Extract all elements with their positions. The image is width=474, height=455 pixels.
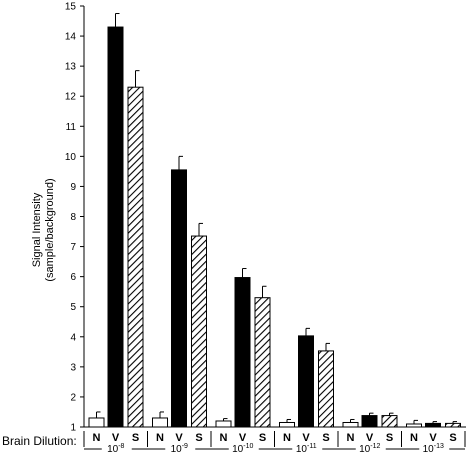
bar-n: [88, 417, 105, 428]
y-tick-label: 4: [70, 332, 76, 343]
y-tick-label: 14: [65, 32, 77, 43]
bar-v: [425, 422, 441, 428]
bar-v: [298, 335, 314, 428]
dilution-exponent: -9: [182, 443, 188, 450]
dilution-label: 10-10: [232, 443, 253, 455]
category-label-v: V: [175, 432, 183, 444]
category-label-n: N: [283, 432, 291, 444]
y-tick-label: 5: [70, 302, 76, 313]
y-tick-label: 7: [70, 242, 76, 253]
category-label-s: S: [386, 432, 393, 444]
bar-v: [361, 415, 378, 428]
labels: N V S N V S N V S N V S N V S N V S10-8 10-9 10-10 10-11 10-1…: [2, 431, 466, 455]
dilution-exponent: -12: [370, 443, 380, 450]
category-label-v: V: [112, 432, 120, 444]
category-label-n: N: [347, 432, 355, 444]
dilution-base: 10: [423, 444, 435, 455]
bar-n: [215, 420, 232, 428]
dilution-label: 10-9: [171, 443, 188, 455]
bar-n: [152, 417, 168, 428]
category-label-s: S: [449, 432, 456, 444]
category-label-n: N: [93, 432, 101, 444]
dilution-base: 10: [296, 444, 308, 455]
bar-v: [234, 277, 251, 428]
dilution-label: 10-12: [359, 443, 380, 455]
y-tick-label: 8: [70, 212, 76, 223]
category-label-s: S: [195, 432, 202, 444]
y-tick-label: 3: [70, 362, 76, 373]
y-tick-label: 13: [65, 62, 77, 73]
category-label-n: N: [220, 432, 228, 444]
category-label-n: N: [410, 432, 418, 444]
y-axis-label-line: (sample/background): [44, 178, 56, 281]
category-label-v: V: [302, 432, 310, 444]
x-axis-prefix-label: Brain Dilution:: [2, 434, 77, 448]
bar-n: [342, 421, 359, 428]
y-axis-label-line: Signal Intensity: [31, 192, 43, 267]
category-label-n: N: [156, 432, 164, 444]
y-tick-label: 6: [70, 272, 76, 283]
y-tick-label: 12: [65, 92, 77, 103]
bar-s: [127, 86, 144, 428]
category-label-v: V: [239, 432, 247, 444]
dilution-exponent: -11: [307, 443, 317, 450]
dilution-exponent: -8: [118, 443, 124, 450]
bar-s: [381, 415, 398, 428]
bar-v: [107, 26, 124, 428]
category-label-v: V: [366, 432, 374, 444]
bars: [88, 13, 461, 428]
dilution-base: 10: [107, 444, 119, 455]
dilution-base: 10: [232, 444, 244, 455]
bar-n: [406, 423, 422, 428]
bar-s: [445, 422, 461, 428]
bar-s: [318, 350, 334, 428]
bar-n: [279, 421, 295, 428]
bar-s: [191, 235, 207, 428]
y-tick-label: 10: [65, 152, 77, 163]
y-tick-label: 2: [70, 392, 76, 403]
y-tick-label: 1: [70, 423, 76, 434]
category-label-v: V: [429, 432, 437, 444]
bar-v: [171, 169, 187, 428]
y-tick-label: 11: [66, 122, 77, 133]
category-label-s: S: [132, 432, 139, 444]
bar-s: [254, 297, 271, 428]
dilution-exponent: -10: [243, 443, 253, 450]
category-label-s: S: [259, 432, 266, 444]
y-axis-label: Signal Intensity(sample/background): [31, 178, 56, 281]
dilution-base: 10: [171, 444, 183, 455]
dilution-label: 10-8: [107, 443, 124, 455]
y-tick-label: 9: [70, 182, 76, 193]
dilution-exponent: -13: [434, 443, 444, 450]
dilution-base: 10: [359, 444, 371, 455]
y-tick-label: 15: [65, 2, 77, 13]
dilution-label: 10-13: [423, 443, 444, 455]
dilution-label: 10-11: [296, 443, 317, 455]
category-label-s: S: [322, 432, 329, 444]
